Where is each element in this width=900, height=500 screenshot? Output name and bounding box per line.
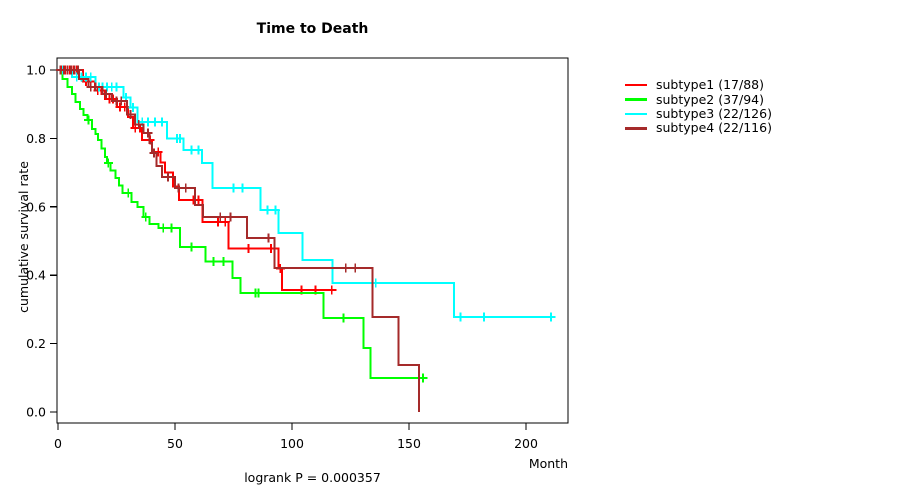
censor-mark xyxy=(149,148,159,158)
x-tick-label: 200 xyxy=(514,436,538,451)
censor-mark xyxy=(456,312,465,322)
censor-mark xyxy=(116,96,126,106)
legend-line-swatch xyxy=(625,98,647,101)
censor-mark xyxy=(229,183,238,193)
legend-label: subtype3 (22/126) xyxy=(656,105,772,121)
y-axis-ticks: 0.0 0.2 0.4 0.6 0.8 1.0 xyxy=(26,63,57,420)
x-tick-label: 0 xyxy=(54,436,62,451)
censor-mark xyxy=(546,312,556,322)
censor-mark xyxy=(86,72,96,82)
legend-line-swatch xyxy=(625,83,647,87)
censor-mark xyxy=(254,288,263,298)
legend-label: subtype1 (17/88) xyxy=(656,77,764,93)
x-axis-ticks: 0 50 100 150 200 xyxy=(54,423,538,451)
censor-mark xyxy=(237,183,247,193)
x-tick-label: 50 xyxy=(167,436,183,451)
censor-mark xyxy=(181,183,191,193)
censor-mark xyxy=(479,312,489,322)
censor-mark xyxy=(128,103,138,113)
x-tick-label: 150 xyxy=(397,436,421,451)
censor-mark xyxy=(167,223,176,233)
y-tick-label: 0.8 xyxy=(26,131,46,146)
censor-mark xyxy=(123,188,133,198)
censor-mark xyxy=(83,115,93,125)
y-tick-label: 0.0 xyxy=(26,405,46,420)
censor-mark xyxy=(186,242,196,252)
censor-mark xyxy=(143,128,153,138)
censor-mark xyxy=(157,117,167,127)
censor-mark xyxy=(226,212,235,222)
legend-label: subtype4 (22/116) xyxy=(656,120,772,136)
censor-mark xyxy=(244,244,253,253)
legend: subtype1 (17/88) subtype2 (37/94) subtype3… xyxy=(625,78,772,136)
censor-mark xyxy=(141,212,151,222)
plot-box xyxy=(56,57,569,424)
x-axis-label: Month xyxy=(528,456,568,471)
x-tick-label: 100 xyxy=(280,436,304,451)
censor-mark xyxy=(215,212,225,222)
censor-mark xyxy=(271,205,281,215)
censor-mark xyxy=(158,223,168,233)
censor-mark xyxy=(126,110,135,119)
series-subtype3 xyxy=(58,65,556,322)
series-subtype1 xyxy=(57,65,337,295)
legend-item: subtype3 (22/126) xyxy=(625,105,772,121)
censor-mark xyxy=(339,313,348,323)
censor-mark xyxy=(163,172,173,182)
y-tick-label: 1.0 xyxy=(26,63,46,78)
legend-line-swatch xyxy=(625,112,647,116)
censor-mark xyxy=(112,82,121,92)
logrank-annotation: logrank P = 0.000357 xyxy=(244,470,381,485)
censor-mark xyxy=(264,233,274,243)
censor-mark xyxy=(327,285,337,295)
censor-mark xyxy=(218,257,228,266)
censor-mark xyxy=(193,145,203,155)
chart-title: Time to Death xyxy=(256,21,369,37)
censor-mark xyxy=(134,120,144,130)
series-subtype2 xyxy=(58,69,428,383)
survival-curve xyxy=(58,69,336,291)
y-tick-label: 0.2 xyxy=(26,336,46,351)
censor-mark xyxy=(208,257,218,266)
y-tick-label: 0.4 xyxy=(26,268,46,283)
legend-item: subtype4 (22/116) xyxy=(625,121,772,135)
series-subtype4 xyxy=(55,65,420,412)
y-tick-label: 0.6 xyxy=(26,199,46,214)
censor-mark xyxy=(341,263,351,273)
censor-mark xyxy=(101,89,111,99)
legend-item: subtype1 (17/88) xyxy=(625,78,772,92)
legend-label: subtype2 (37/94) xyxy=(656,91,764,107)
survival-curve xyxy=(58,69,420,412)
censor-mark xyxy=(418,373,428,383)
y-axis-label: cumulative survival rate xyxy=(16,161,31,313)
censor-mark xyxy=(350,263,360,273)
survival-curve xyxy=(58,69,423,380)
censor-mark xyxy=(90,82,100,92)
censor-mark xyxy=(73,65,83,75)
censor-mark xyxy=(262,205,272,215)
legend-item: subtype2 (37/94) xyxy=(625,92,772,106)
censor-mark xyxy=(220,217,230,227)
legend-line-swatch xyxy=(625,127,647,130)
censor-mark xyxy=(103,158,113,168)
censor-mark xyxy=(175,133,185,143)
